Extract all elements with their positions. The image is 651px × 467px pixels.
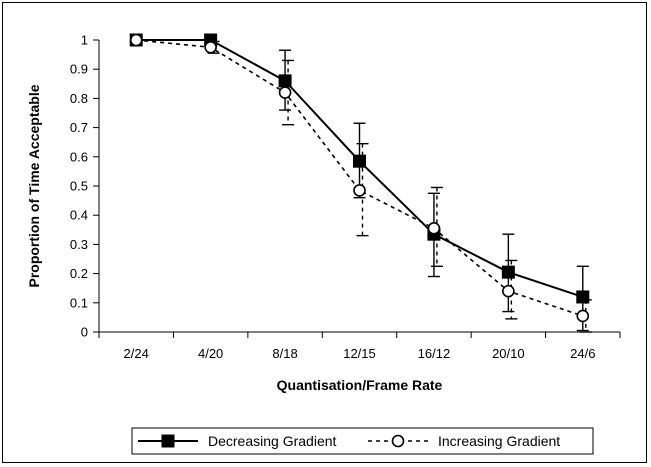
- y-tick-label: 0.1: [70, 295, 88, 310]
- x-tick-label: 16/12: [418, 346, 451, 361]
- line-chart: 0 0.1 0.2 0.3 0.4 0.5 0.6 0.7 0.8 0.9 1 2/24 4/20 8/…: [26, 33, 621, 455]
- x-tick-label: 12/15: [343, 346, 376, 361]
- x-axis-ticks: 2/24 4/20 8/18 12/15 16/12 20/10 24/6: [98, 332, 621, 361]
- legend-label: Decreasing Gradient: [208, 433, 337, 449]
- y-tick-label: 0.5: [70, 179, 88, 194]
- y-tick-label: 0.9: [70, 62, 88, 77]
- legend-box: [131, 427, 594, 455]
- data-point: [353, 184, 366, 197]
- data-point: [278, 86, 292, 99]
- data-point: [129, 33, 143, 47]
- legend-label: Increasing Gradient: [438, 433, 560, 449]
- legend-marker: [391, 434, 405, 448]
- x-tick-label: 24/6: [570, 346, 595, 361]
- data-point: [278, 74, 292, 88]
- y-tick-label: 1: [81, 33, 88, 48]
- series-1: [129, 33, 590, 332]
- legend-item: Increasing Gradient: [368, 433, 560, 449]
- legend: Decreasing Gradient Increasing Gradient: [131, 427, 594, 455]
- y-tick-label: 0.2: [70, 266, 88, 281]
- y-axis-title: Proportion of Time Acceptable: [26, 84, 42, 287]
- y-tick-label: 0: [81, 325, 88, 340]
- series-layer: [129, 33, 592, 333]
- y-axis-ticks: 0 0.1 0.2 0.3 0.4 0.5 0.6 0.7 0.8 0.9 1: [70, 33, 99, 340]
- error-bar: [430, 186, 443, 267]
- data-point: [502, 284, 515, 298]
- data-point: [501, 265, 515, 279]
- x-tick-label: 20/10: [492, 346, 525, 361]
- y-tick-label: 0.6: [70, 149, 88, 164]
- data-point: [427, 222, 441, 235]
- error-bar: [356, 142, 369, 237]
- y-tick-label: 0.8: [70, 91, 88, 106]
- x-tick-label: 4/20: [198, 346, 223, 361]
- data-point: [576, 309, 590, 323]
- x-tick-label: 2/24: [124, 346, 149, 361]
- y-tick-label: 0.4: [70, 208, 88, 223]
- x-tick-label: 8/18: [272, 346, 297, 361]
- data-point: [353, 154, 366, 168]
- legend-marker: [161, 434, 175, 448]
- series-2: [129, 33, 592, 333]
- y-tick-label: 0.7: [70, 120, 88, 135]
- x-axis-title: Quantisation/Frame Rate: [277, 377, 443, 393]
- data-point: [576, 290, 590, 304]
- legend-item: Decreasing Gradient: [138, 433, 337, 449]
- data-point: [204, 40, 217, 54]
- chart-frame: 0 0.1 0.2 0.3 0.4 0.5 0.6 0.7 0.8 0.9 1 2/24 4/20 8/…: [2, 2, 647, 463]
- error-bar: [505, 259, 518, 320]
- y-tick-label: 0.3: [70, 237, 88, 252]
